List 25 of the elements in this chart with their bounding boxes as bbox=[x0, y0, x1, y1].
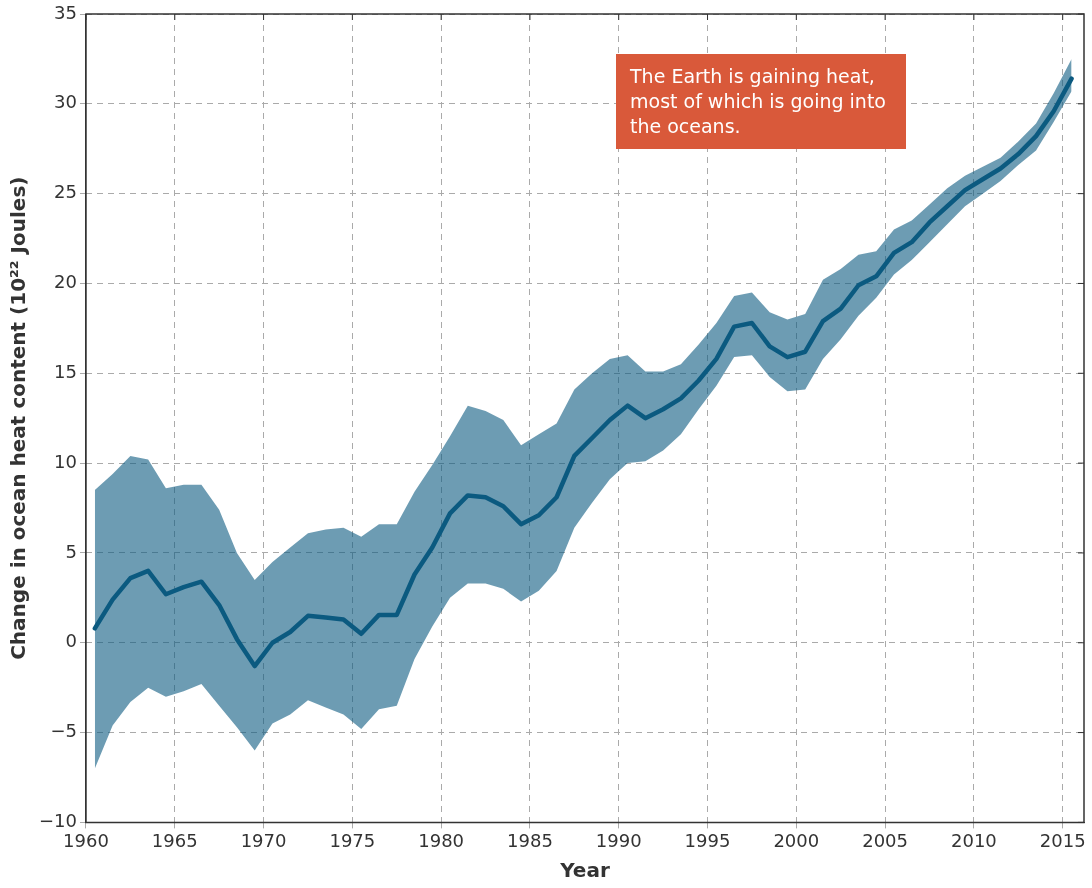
annotation: The Earth is gaining heat, most of which is going into the oceans. bbox=[616, 54, 906, 149]
x-tick-label: 1985 bbox=[507, 829, 553, 851]
y-tick-label: 10 bbox=[54, 450, 77, 472]
x-tick-label: 1995 bbox=[684, 829, 731, 851]
x-tick-label: 1975 bbox=[329, 829, 376, 851]
y-axis-title: Change in ocean heat content (10²² Joules) bbox=[6, 176, 31, 660]
y-tick-label: 25 bbox=[54, 181, 77, 203]
y-tick-label: −5 bbox=[50, 720, 77, 742]
x-tick-label: 1965 bbox=[151, 829, 198, 851]
y-tick-label: −10 bbox=[38, 810, 77, 832]
x-axis-title: Year bbox=[559, 858, 610, 883]
x-tick-label: 1960 bbox=[63, 829, 109, 851]
y-tick-label: 15 bbox=[54, 360, 77, 382]
x-tick-label: 1970 bbox=[240, 829, 287, 851]
x-tick-label: 1990 bbox=[595, 829, 642, 851]
x-tick-label: 2015 bbox=[1039, 829, 1086, 851]
y-tick-label: 0 bbox=[65, 630, 77, 652]
x-tick-label: 2010 bbox=[950, 829, 997, 851]
x-tick-label: 2005 bbox=[862, 829, 909, 851]
y-tick-label: 35 bbox=[54, 1, 77, 23]
y-tick-label: 30 bbox=[54, 91, 77, 113]
y-tick-label: 20 bbox=[54, 271, 77, 293]
y-tick-label: 5 bbox=[65, 540, 77, 562]
x-tick-label: 2000 bbox=[773, 829, 820, 851]
x-tick-label: 1980 bbox=[418, 829, 465, 851]
